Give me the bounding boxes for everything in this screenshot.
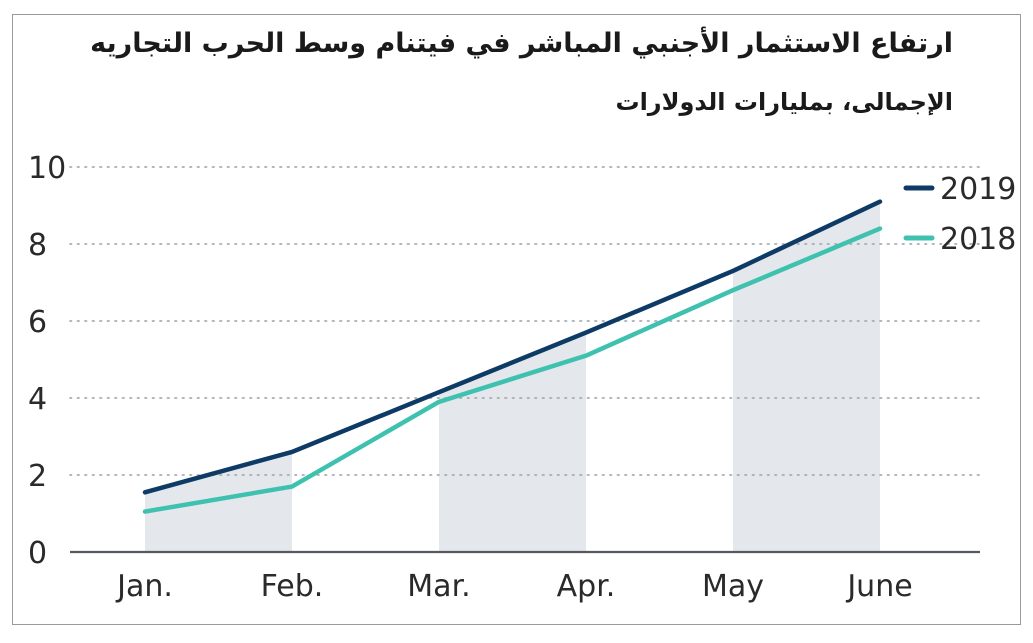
legend-label-2019: 2019 (940, 172, 1016, 207)
chart-subtitle: الإجمالى، بمليارات الدولارات (615, 88, 953, 116)
series-line-2018 (142, 226, 883, 514)
y-tick-label: 10 (28, 151, 66, 186)
x-tick-label: Mar. (407, 569, 470, 604)
y-tick-label: 2 (28, 459, 47, 494)
y-tick-label: 8 (28, 228, 47, 263)
y-tick-label: 6 (28, 305, 47, 340)
legend-label-2018: 2018 (940, 222, 1016, 257)
x-tick-label: May (702, 569, 764, 604)
y-tick-label: 0 (28, 536, 47, 571)
x-tick-label: Apr. (557, 569, 616, 604)
series-line-2019 (142, 199, 883, 495)
x-tick-label: Jan. (115, 569, 173, 604)
x-tick-label: June (845, 569, 912, 604)
chart-title: ارتفاع الاستثمار الأجنبي المباشر في فيتن… (90, 28, 953, 59)
shaded-band-1 (439, 332, 586, 552)
y-tick-label: 4 (28, 382, 47, 417)
shaded-band-0 (145, 451, 292, 552)
x-tick-label: Feb. (261, 569, 324, 604)
shaded-band-2 (733, 201, 880, 552)
